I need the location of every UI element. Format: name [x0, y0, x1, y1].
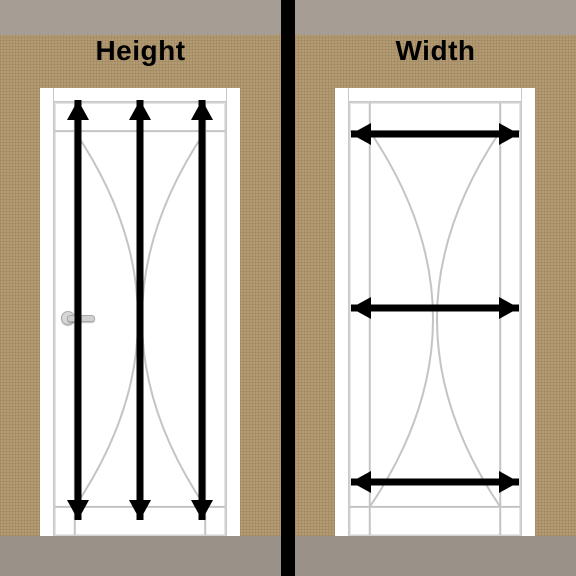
door-frame-left	[335, 88, 349, 536]
door-right	[349, 102, 521, 536]
center-divider	[281, 0, 295, 576]
door-grooves	[350, 103, 520, 535]
right-panel: Width	[295, 0, 576, 576]
door-frame-top	[335, 88, 535, 102]
height-label: Height	[0, 35, 281, 67]
width-label: Width	[295, 35, 576, 67]
diagram-stage: Height Width	[0, 0, 576, 576]
door-frame-right	[521, 88, 535, 536]
door-frame-right	[226, 88, 240, 536]
door-frame-left	[40, 88, 54, 536]
left-panel: Height	[0, 0, 281, 576]
door-handle	[61, 297, 89, 341]
door-assembly-left	[40, 88, 240, 536]
ceiling	[295, 0, 576, 35]
door-assembly-right	[335, 88, 535, 536]
handle-lever	[67, 315, 95, 322]
floor	[295, 536, 576, 576]
door-frame-top	[40, 88, 240, 102]
ceiling	[0, 0, 281, 35]
door-left	[54, 102, 226, 536]
floor	[0, 536, 281, 576]
